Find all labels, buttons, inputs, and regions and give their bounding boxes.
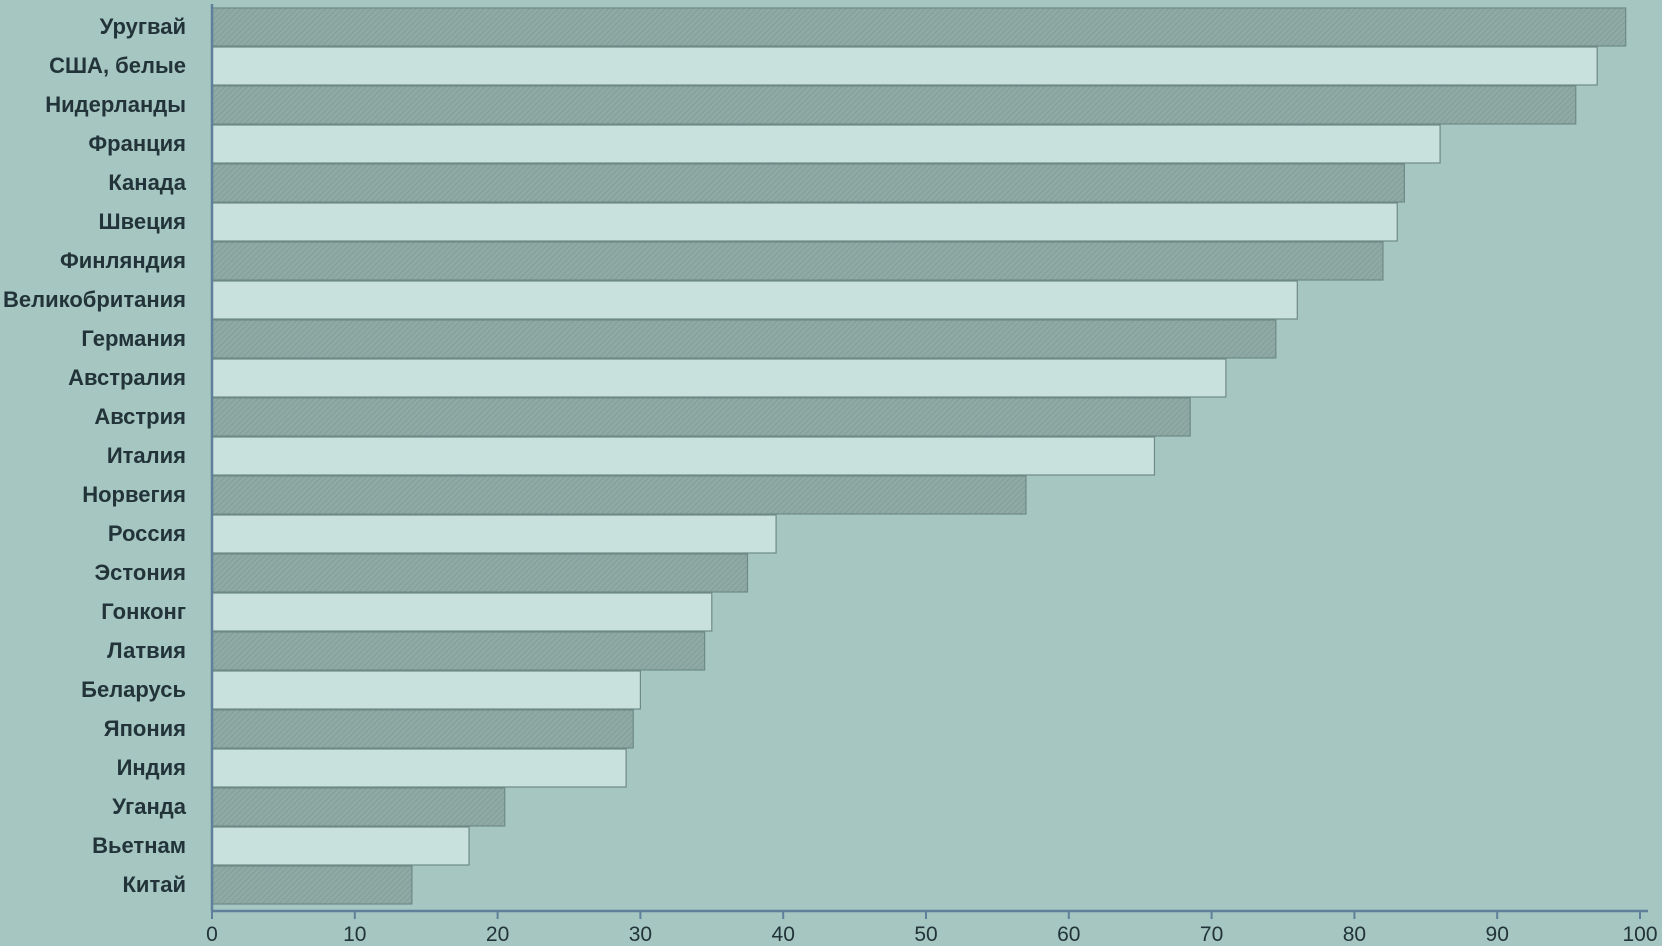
category-label: Канада — [108, 170, 186, 195]
x-tick-label: 0 — [206, 923, 218, 941]
bar-23 — [212, 866, 412, 904]
bar-6 — [212, 203, 1397, 241]
bar-17 — [212, 632, 705, 670]
x-tick-label: 10 — [343, 923, 366, 941]
x-tick-label: 80 — [1343, 923, 1366, 941]
category-label: Австрия — [94, 404, 186, 429]
category-label: Япония — [104, 716, 186, 741]
bar-12 — [212, 437, 1154, 475]
x-tick-label: 40 — [772, 923, 795, 941]
category-label: Латвия — [107, 638, 186, 663]
bar-2 — [212, 47, 1597, 85]
category-label: Великобритания — [3, 287, 186, 312]
x-tick-label: 30 — [629, 923, 652, 941]
category-label: Беларусь — [81, 677, 186, 702]
category-label: Уганда — [112, 794, 186, 819]
category-label: Австралия — [68, 365, 186, 390]
bar-20 — [212, 749, 626, 787]
category-label: Италия — [107, 443, 186, 468]
bar-5 — [212, 164, 1404, 202]
category-label: Швеция — [99, 209, 186, 234]
bar-8 — [212, 281, 1297, 319]
category-label: Уругвай — [100, 14, 186, 39]
category-label: Индия — [117, 755, 186, 780]
category-label: Норвегия — [82, 482, 186, 507]
bar-7 — [212, 242, 1383, 280]
x-tick-label: 90 — [1486, 923, 1509, 941]
category-label: Вьетнам — [92, 833, 186, 858]
category-label: Эстония — [95, 560, 186, 585]
bar-10 — [212, 359, 1226, 397]
x-tick-label: 50 — [914, 923, 937, 941]
bar-9 — [212, 320, 1276, 358]
x-tick-label: 100 — [1622, 923, 1657, 941]
category-label: США, белые — [49, 53, 186, 78]
bar-16 — [212, 593, 712, 631]
bar-18 — [212, 671, 640, 709]
bar-14 — [212, 515, 776, 553]
category-label: Франция — [88, 131, 186, 156]
category-label: Германия — [81, 326, 186, 351]
category-label: Нидерланды — [45, 92, 186, 117]
x-tick-label: 70 — [1200, 923, 1223, 941]
bar-13 — [212, 476, 1026, 514]
bar-15 — [212, 554, 748, 592]
bar-19 — [212, 710, 633, 748]
bar-11 — [212, 398, 1190, 436]
category-label: Гонконг — [101, 599, 186, 624]
category-label: Финляндия — [60, 248, 186, 273]
x-tick-label: 60 — [1057, 923, 1080, 941]
category-label: Россия — [108, 521, 186, 546]
category-label: Китай — [123, 872, 187, 897]
bar-22 — [212, 827, 469, 865]
x-tick-label: 20 — [486, 923, 509, 941]
bar-3 — [212, 86, 1576, 124]
bar-1 — [212, 8, 1626, 46]
bar-4 — [212, 125, 1440, 163]
bar-21 — [212, 788, 505, 826]
